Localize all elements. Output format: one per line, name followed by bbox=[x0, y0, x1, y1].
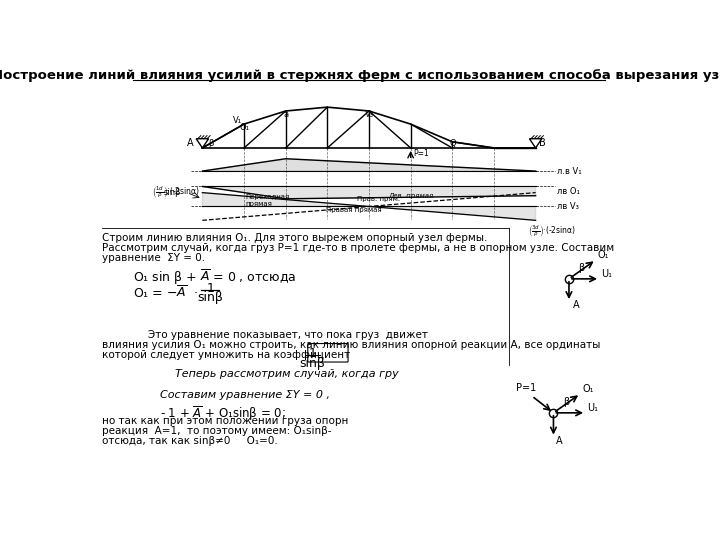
Text: a: a bbox=[283, 110, 288, 119]
Polygon shape bbox=[369, 206, 536, 220]
Text: Построение линий влияния усилий в стержнях ферм с использованием способа вырезан: Построение линий влияния усилий в стержн… bbox=[0, 69, 720, 82]
Text: 1: 1 bbox=[308, 347, 316, 360]
Text: отсюда, так как sinβ≠0     O₁=0.: отсюда, так как sinβ≠0 O₁=0. bbox=[102, 436, 277, 446]
Text: 1: 1 bbox=[206, 282, 214, 295]
Text: O₁: O₁ bbox=[598, 250, 609, 260]
Polygon shape bbox=[202, 159, 536, 171]
Text: sinβ: sinβ bbox=[197, 291, 223, 304]
Text: Лев. прямая: Лев. прямая bbox=[388, 193, 433, 199]
Text: но так как при этом положении груза опорн: но так как при этом положении груза опор… bbox=[102, 416, 348, 426]
Text: Строим линию влияния O₁. Для этого вырежем опорный узел фермы.: Строим линию влияния O₁. Для этого выреж… bbox=[102, 233, 487, 242]
Text: Прав. прям.: Прав. прям. bbox=[357, 196, 400, 202]
Text: которой следует умножить на коэффициент: которой следует умножить на коэффициент bbox=[102, 350, 350, 361]
Text: O₁ = $-\overline{A}$  ·: O₁ = $-\overline{A}$ · bbox=[132, 285, 197, 301]
Text: $\left(\frac{1d}{\rho}\right)$·(-2sinα): $\left(\frac{1d}{\rho}\right)$·(-2sinα) bbox=[152, 185, 200, 200]
Text: уравнение  ΣY = 0.: уравнение ΣY = 0. bbox=[102, 253, 204, 262]
Polygon shape bbox=[202, 193, 369, 206]
Text: A: A bbox=[186, 138, 193, 149]
Text: U₁: U₁ bbox=[601, 268, 613, 279]
Text: A: A bbox=[556, 436, 562, 446]
Text: B: B bbox=[539, 138, 546, 149]
Text: Составим уравнение ΣY = 0 ,: Составим уравнение ΣY = 0 , bbox=[160, 390, 330, 400]
Text: $\left(\frac{3d}{\rho}\right)$·(-2sinα): $\left(\frac{3d}{\rho}\right)$·(-2sinα) bbox=[528, 224, 576, 239]
Text: реакция  A=1,  то поэтому имеем: O₁sinβ-: реакция A=1, то поэтому имеем: O₁sinβ- bbox=[102, 426, 331, 436]
Text: O₁: O₁ bbox=[582, 384, 593, 394]
Text: V₃: V₃ bbox=[364, 110, 374, 119]
Text: β: β bbox=[563, 397, 569, 407]
Text: Рассмотрим случай, когда груз P=1 где-то в пролете фермы, а не в опорном узле. С: Рассмотрим случай, когда груз P=1 где-то… bbox=[102, 242, 613, 253]
Text: лв O₁: лв O₁ bbox=[557, 187, 580, 195]
Text: O₁: O₁ bbox=[239, 123, 249, 132]
Text: β: β bbox=[578, 263, 585, 273]
Text: Теперь рассмотрим случай, когда гру: Теперь рассмотрим случай, когда гру bbox=[175, 369, 399, 379]
Text: влияния усилия O₁ можно строить, как линию влияния опорной реакции A, все ордина: влияния усилия O₁ можно строить, как лин… bbox=[102, 340, 600, 350]
Text: Правая прямая: Правая прямая bbox=[326, 207, 382, 213]
Text: sinβ: sinβ bbox=[163, 188, 181, 197]
Text: U₁: U₁ bbox=[588, 402, 598, 413]
Text: A: A bbox=[573, 300, 580, 310]
Text: β: β bbox=[208, 139, 213, 147]
Text: P=1: P=1 bbox=[413, 148, 428, 158]
Text: Это уравнение показывает, что пока груз  движет: Это уравнение показывает, что пока груз … bbox=[148, 330, 428, 340]
Text: Переходная
прямая: Переходная прямая bbox=[245, 194, 289, 207]
Text: V₁: V₁ bbox=[233, 116, 243, 125]
Text: лв V₃: лв V₃ bbox=[557, 202, 579, 211]
Text: O₁ sin β + $\overline{A}$ = 0 , отсюда: O₁ sin β + $\overline{A}$ = 0 , отсюда bbox=[132, 268, 296, 287]
Text: P=1: P=1 bbox=[516, 383, 536, 393]
Text: л.в V₁: л.в V₁ bbox=[557, 166, 582, 176]
Polygon shape bbox=[202, 186, 536, 199]
Text: - 1 + $\overline{A}$ + O₁sinβ = 0;: - 1 + $\overline{A}$ + O₁sinβ = 0; bbox=[160, 403, 286, 422]
Text: sinβ: sinβ bbox=[300, 356, 325, 369]
Text: Q: Q bbox=[449, 139, 456, 148]
